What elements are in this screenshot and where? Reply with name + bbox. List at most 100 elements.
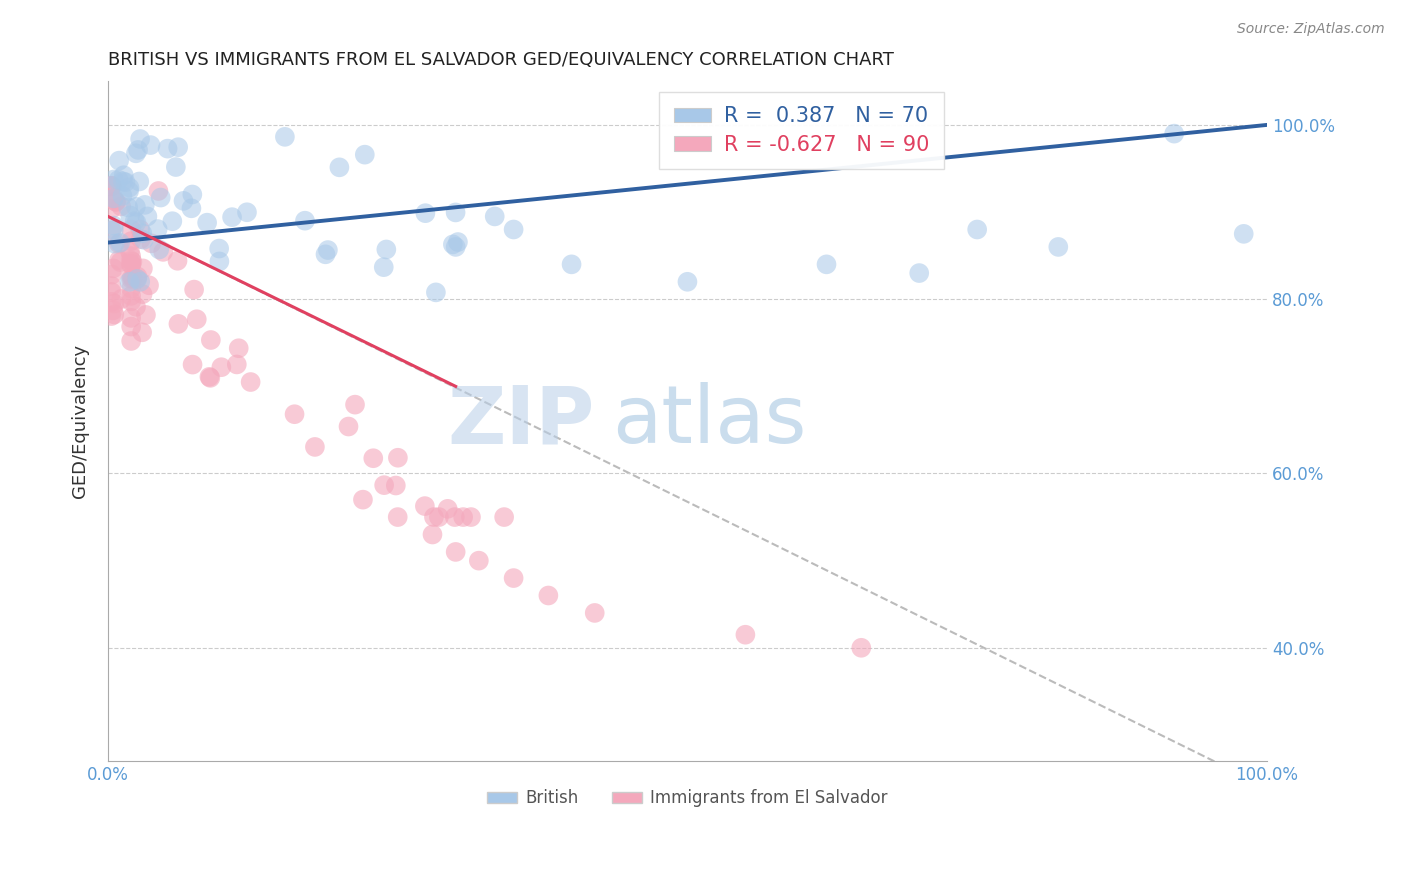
Point — [373, 478, 395, 492]
Point — [162, 214, 184, 228]
Point — [183, 283, 205, 297]
Point — [141, 236, 163, 251]
Point — [447, 235, 470, 249]
Point — [734, 628, 756, 642]
Point — [316, 243, 339, 257]
Point — [186, 312, 208, 326]
Point — [172, 194, 194, 208]
Point — [117, 201, 139, 215]
Point — [107, 173, 129, 187]
Point — [100, 202, 122, 216]
Point — [120, 257, 142, 271]
Point — [129, 222, 152, 236]
Point — [100, 309, 122, 323]
Point — [375, 243, 398, 257]
Point — [101, 268, 124, 282]
Point — [120, 234, 142, 248]
Point — [132, 261, 155, 276]
Point — [314, 247, 336, 261]
Point — [125, 272, 148, 286]
Point — [120, 294, 142, 309]
Point — [111, 174, 134, 188]
Point — [120, 222, 142, 236]
Point — [100, 178, 122, 193]
Point — [148, 184, 170, 198]
Point — [561, 257, 583, 271]
Point — [110, 255, 132, 269]
Point — [108, 236, 131, 251]
Point — [131, 326, 153, 340]
Point — [100, 223, 122, 237]
Point — [180, 202, 202, 216]
Point — [494, 510, 516, 524]
Text: Source: ZipAtlas.com: Source: ZipAtlas.com — [1237, 22, 1385, 37]
Point — [148, 243, 170, 257]
Point — [1233, 227, 1256, 241]
Point — [104, 194, 127, 209]
Point — [139, 138, 162, 153]
Point — [181, 358, 204, 372]
Point — [128, 174, 150, 188]
Point — [436, 501, 458, 516]
Point — [112, 168, 135, 182]
Point — [120, 319, 142, 334]
Point — [100, 294, 122, 309]
Point — [441, 237, 464, 252]
Point — [120, 289, 142, 303]
Point — [104, 236, 127, 251]
Point — [484, 210, 506, 224]
Point — [274, 129, 297, 144]
Point — [200, 371, 222, 385]
Point — [138, 278, 160, 293]
Point — [103, 223, 125, 237]
Point — [415, 206, 437, 220]
Point — [451, 510, 474, 524]
Point — [120, 268, 142, 283]
Point — [1163, 127, 1185, 141]
Point — [125, 300, 148, 314]
Point — [103, 191, 125, 205]
Point — [118, 275, 141, 289]
Point — [125, 200, 148, 214]
Point — [352, 492, 374, 507]
Point — [120, 208, 142, 222]
Point — [165, 160, 187, 174]
Point — [110, 292, 132, 306]
Point — [120, 257, 142, 271]
Point — [103, 308, 125, 322]
Point — [195, 216, 218, 230]
Point — [198, 369, 221, 384]
Point — [103, 219, 125, 233]
Text: ZIP: ZIP — [447, 382, 595, 460]
Text: BRITISH VS IMMIGRANTS FROM EL SALVADOR GED/EQUIVALENCY CORRELATION CHART: BRITISH VS IMMIGRANTS FROM EL SALVADOR G… — [108, 51, 894, 69]
Point — [583, 606, 606, 620]
Point — [100, 178, 122, 193]
Point — [100, 285, 122, 299]
Point — [105, 194, 128, 209]
Point — [108, 153, 131, 168]
Point — [502, 222, 524, 236]
Point — [127, 143, 149, 157]
Point — [167, 140, 190, 154]
Point — [146, 222, 169, 236]
Point — [294, 213, 316, 227]
Point — [443, 510, 465, 524]
Point — [425, 285, 447, 300]
Point — [167, 317, 190, 331]
Point — [427, 510, 450, 524]
Point — [152, 244, 174, 259]
Point — [225, 358, 247, 372]
Point — [353, 147, 375, 161]
Point — [283, 407, 305, 421]
Point — [103, 296, 125, 310]
Point — [114, 175, 136, 189]
Point — [361, 451, 384, 466]
Point — [124, 214, 146, 228]
Point — [132, 233, 155, 247]
Point — [100, 279, 122, 293]
Point — [444, 205, 467, 219]
Point — [125, 215, 148, 229]
Point — [125, 146, 148, 161]
Point — [208, 254, 231, 268]
Point — [101, 178, 124, 193]
